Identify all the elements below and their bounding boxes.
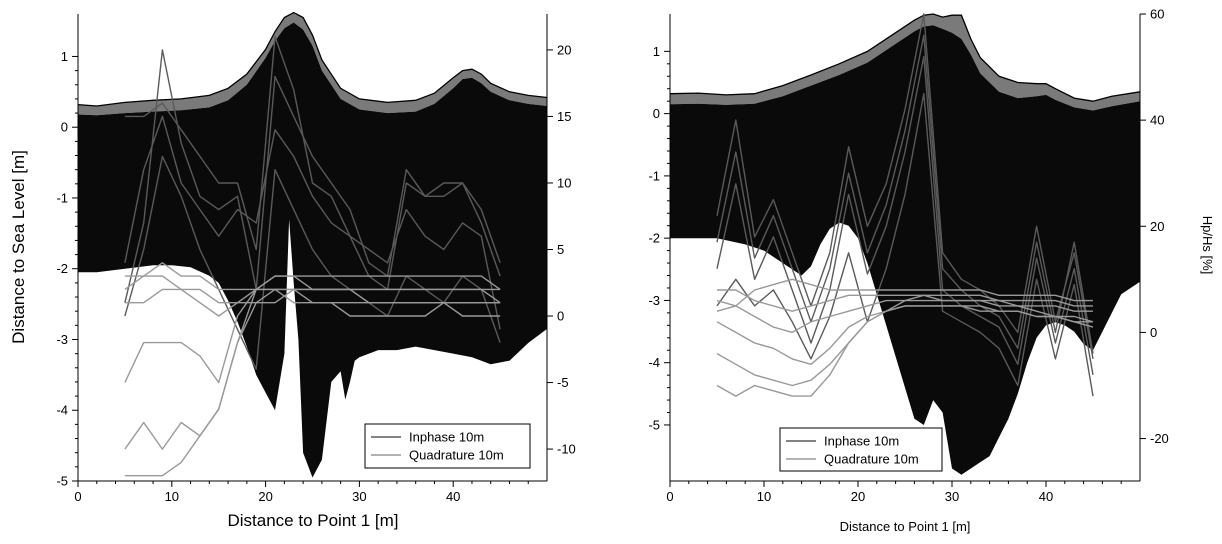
y-tick-label: -2 — [648, 231, 660, 246]
series-line-2 — [124, 49, 501, 303]
y2-axis-title: Hp/Hs [%] — [1200, 216, 1215, 275]
legend-label: Inphase 10m — [824, 434, 899, 449]
x-axis-title: Distance to Point 1 [m] — [227, 511, 398, 530]
y-tick-label: -2 — [56, 261, 68, 276]
x-tick-label: 20 — [851, 489, 865, 504]
y-tick-label: -5 — [648, 417, 660, 432]
legend: Inphase 10m Quadrature 10m — [779, 427, 943, 472]
y2-tick-label: 0 — [1150, 325, 1157, 340]
ground-cross-section — [670, 25, 1140, 475]
y2-tick-label: 60 — [1150, 7, 1164, 22]
y2-tick-label: 5 — [557, 242, 564, 257]
series-line-3 — [124, 35, 501, 291]
y2-tick-label: -10 — [557, 442, 576, 457]
series-line-6 — [124, 288, 501, 477]
x-tick-label: 10 — [757, 489, 771, 504]
x-tick-label: 30 — [945, 489, 959, 504]
series-line-8 — [716, 299, 1093, 334]
legend-box — [779, 427, 943, 472]
y-tick-label: 0 — [61, 120, 68, 135]
y-tick-label: -4 — [56, 403, 68, 418]
y2-tick-label: 15 — [557, 109, 571, 124]
x-tick-label: 10 — [165, 489, 179, 504]
y2-tick-label: 0 — [557, 309, 564, 324]
y-tick-label: 1 — [61, 49, 68, 64]
y-tick-label: -3 — [56, 332, 68, 347]
x-tick-label: 0 — [666, 489, 673, 504]
y2-tick-label: 10 — [557, 175, 571, 190]
y2-tick-label: 40 — [1150, 113, 1164, 128]
legend-box — [364, 423, 531, 469]
y-tick-label: -1 — [648, 168, 660, 183]
x-axis-title: Distance to Point 1 [m] — [840, 519, 971, 534]
series-line-8 — [124, 275, 501, 317]
surface-outline — [669, 13, 1141, 102]
series-line-7 — [716, 305, 1093, 365]
series-line-4 — [124, 155, 501, 370]
y-tick-label: -5 — [56, 474, 68, 489]
series-line-10 — [716, 278, 1093, 312]
surface-layer-band — [78, 12, 547, 116]
y-axis-title: Distance to Sea Level [m] — [9, 150, 28, 344]
surface-outline — [77, 11, 548, 107]
x-tick-label: 0 — [74, 489, 81, 504]
y2-tick-label: 20 — [1150, 219, 1164, 234]
legend-label: Quadrature 10m — [409, 448, 504, 463]
y2-tick-label: -20 — [1150, 431, 1169, 446]
series-line-1 — [124, 115, 501, 330]
x-tick-label: 20 — [258, 489, 272, 504]
x-tick-label: 30 — [352, 489, 366, 504]
series-line-3 — [716, 55, 1094, 376]
y2-tick-label: 20 — [557, 42, 571, 57]
series-line-2 — [716, 34, 1094, 354]
y-tick-label: -3 — [648, 293, 660, 308]
y2-tick-label: -5 — [557, 375, 569, 390]
y-tick-label: 1 — [653, 44, 660, 59]
series-line-9 — [717, 289, 1093, 312]
series-line-1 — [716, 13, 1094, 360]
y-tick-label: -1 — [56, 190, 68, 205]
surface-layer-band — [670, 14, 1140, 111]
legend-label: Quadrature 10m — [824, 452, 919, 467]
y-tick-label: -4 — [648, 355, 660, 370]
legend: Inphase 10m Quadrature 10m — [364, 423, 531, 469]
x-tick-label: 40 — [446, 489, 460, 504]
x-tick-label: 40 — [1039, 489, 1053, 504]
y-tick-label: 0 — [653, 106, 660, 121]
legend-label: Inphase 10m — [409, 430, 484, 445]
series-line-10 — [124, 262, 501, 304]
